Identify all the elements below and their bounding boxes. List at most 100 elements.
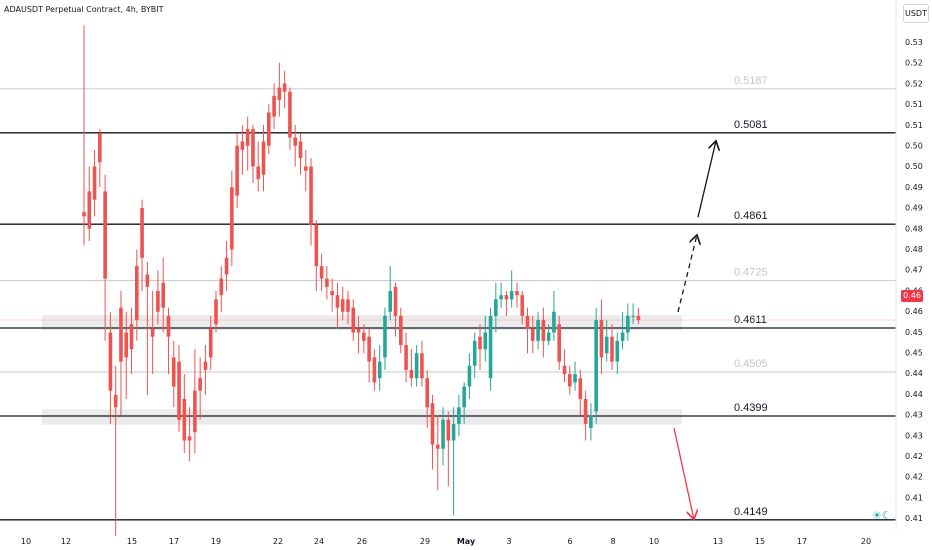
level-label: 0.4725 bbox=[734, 267, 768, 279]
candle-body bbox=[135, 266, 139, 321]
candle-body bbox=[399, 315, 403, 345]
time-tick-label: 6 bbox=[567, 537, 572, 546]
candle bbox=[573, 361, 577, 391]
candle-body bbox=[203, 361, 208, 370]
candle-body bbox=[277, 87, 282, 101]
candle bbox=[562, 349, 567, 383]
candle bbox=[140, 199, 144, 292]
time-tick-label: 26 bbox=[357, 537, 367, 546]
candle bbox=[399, 307, 403, 354]
candle-body bbox=[573, 374, 577, 383]
candle-body bbox=[166, 315, 171, 337]
candle-body bbox=[541, 320, 546, 341]
candle bbox=[267, 104, 271, 155]
candle-body bbox=[377, 361, 382, 379]
candle bbox=[103, 174, 107, 341]
candle bbox=[224, 241, 229, 292]
time-tick-label: 24 bbox=[314, 537, 324, 546]
candle bbox=[552, 291, 556, 341]
candle-body bbox=[293, 137, 297, 146]
candle bbox=[198, 357, 202, 420]
last-price-tag: 0.46 bbox=[901, 290, 923, 302]
candle-body bbox=[483, 332, 488, 350]
candle bbox=[277, 62, 282, 117]
candle bbox=[377, 344, 382, 391]
candle bbox=[119, 291, 123, 416]
candle-body bbox=[626, 315, 630, 333]
candle bbox=[171, 340, 176, 408]
time-tick-label: 8 bbox=[610, 537, 615, 546]
candle bbox=[182, 374, 187, 453]
candle bbox=[309, 158, 313, 246]
candle bbox=[87, 166, 92, 242]
candle-body bbox=[129, 324, 134, 350]
candle bbox=[425, 369, 429, 429]
candle-body bbox=[240, 141, 245, 150]
weather-icon[interactable]: ☀☾ bbox=[872, 510, 892, 522]
candle bbox=[251, 124, 255, 184]
candle-body bbox=[235, 145, 239, 196]
level-label: 0.4861 bbox=[734, 210, 768, 222]
candle bbox=[430, 394, 435, 470]
candle bbox=[636, 307, 641, 325]
candle-body bbox=[583, 398, 588, 424]
candle-body bbox=[520, 295, 525, 316]
candle-body bbox=[631, 315, 635, 317]
candle bbox=[393, 282, 398, 337]
candle bbox=[451, 407, 456, 516]
price-tick-label: 0.41 bbox=[905, 514, 923, 523]
candle bbox=[256, 141, 261, 192]
time-tick-label: 3 bbox=[506, 537, 511, 546]
candle-body bbox=[441, 419, 445, 449]
candle bbox=[113, 365, 118, 536]
price-levels: 0.51870.50810.48610.47250.46110.45050.43… bbox=[0, 75, 896, 521]
candle bbox=[520, 291, 525, 325]
candle bbox=[362, 324, 366, 354]
candle-body bbox=[245, 129, 250, 146]
candle bbox=[462, 382, 466, 424]
candle bbox=[509, 270, 514, 308]
candle-body bbox=[330, 291, 334, 296]
candle bbox=[303, 149, 308, 192]
candle bbox=[515, 282, 519, 308]
candle bbox=[372, 349, 377, 391]
candle bbox=[631, 303, 635, 325]
candle-body bbox=[515, 291, 519, 296]
candle bbox=[245, 116, 250, 171]
candle bbox=[388, 266, 393, 321]
candle-body bbox=[187, 436, 192, 441]
time-tick-label: 22 bbox=[273, 537, 283, 546]
candle-body bbox=[393, 286, 398, 316]
time-tick-label: 10 bbox=[649, 537, 659, 546]
candle-body bbox=[319, 266, 324, 279]
candle bbox=[187, 407, 192, 462]
candle bbox=[604, 320, 609, 362]
price-tick-label: 0.50 bbox=[905, 142, 923, 151]
candle-body bbox=[98, 133, 102, 163]
currency-selector[interactable]: USDT bbox=[903, 4, 929, 23]
price-tick-label: 0.50 bbox=[905, 162, 923, 171]
candle-body bbox=[420, 353, 424, 379]
candle-body bbox=[562, 365, 567, 375]
candle bbox=[557, 315, 561, 370]
price-axis: 0.53 0.52 0.52 0.51 0.51 0.50 0.50 0.49 0.49 0.48… bbox=[895, 0, 932, 550]
candle-body bbox=[409, 369, 414, 379]
candle-body bbox=[267, 112, 271, 146]
candle bbox=[356, 315, 361, 354]
price-tick-label: 0.44 bbox=[905, 369, 923, 378]
price-tick-label: 0.53 bbox=[905, 38, 923, 47]
time-tick-label: 17 bbox=[797, 537, 807, 546]
candle bbox=[504, 291, 509, 316]
candle-body bbox=[610, 336, 614, 362]
candle bbox=[235, 133, 239, 208]
candle bbox=[98, 129, 102, 188]
price-tick-label: 0.49 bbox=[905, 204, 923, 213]
candle bbox=[599, 299, 604, 375]
candle-body bbox=[288, 91, 292, 138]
candle bbox=[414, 344, 419, 387]
candle-body bbox=[430, 403, 435, 445]
candles bbox=[82, 25, 641, 536]
price-tick-label: 0.48 bbox=[905, 245, 923, 254]
candle bbox=[340, 286, 345, 321]
